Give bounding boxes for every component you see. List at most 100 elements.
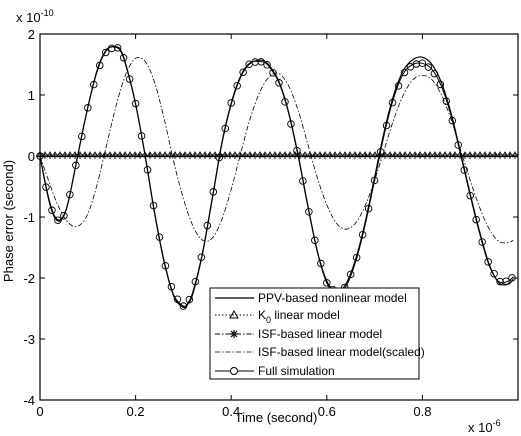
full-sim-circle-marker xyxy=(287,120,295,128)
full-sim-circle-marker xyxy=(323,279,331,287)
y-axis-label: Phase error (second) xyxy=(1,160,16,282)
full-sim-circle-marker xyxy=(185,295,194,304)
y-tick-label: -2 xyxy=(23,271,35,286)
full-sim-circle-marker xyxy=(78,132,86,141)
full-sim-circle-marker xyxy=(358,230,367,239)
legend-label-k0: K0 linear model xyxy=(258,308,340,325)
full-sim-circle-marker xyxy=(167,282,176,291)
circle-marker-icon xyxy=(230,367,238,375)
full-sim-circle-marker xyxy=(496,277,504,286)
legend-item-isf: ISF-based linear model xyxy=(215,327,382,341)
full-sim-circle-marker xyxy=(197,253,206,262)
series-line-3 xyxy=(39,57,514,244)
full-sim-circle-marker xyxy=(203,221,212,230)
legend-label-isf-scaled: ISF-based linear model(scaled) xyxy=(258,345,425,359)
full-sim-circle-marker xyxy=(257,58,265,66)
full-sim-circle-marker xyxy=(412,60,421,68)
full-sim-circle-marker xyxy=(352,253,361,262)
legend-label-full-sim: Full simulation xyxy=(258,364,335,378)
full-sim-circle-marker xyxy=(281,98,289,106)
full-sim-circle-marker xyxy=(143,165,152,174)
full-sim-circle-marker xyxy=(215,153,223,162)
full-sim-circle-marker xyxy=(448,116,457,125)
full-sim-circle-marker xyxy=(263,61,271,69)
x-tick-label: 0.8 xyxy=(413,404,431,419)
full-sim-circle-marker xyxy=(149,201,158,210)
full-sim-circle-marker xyxy=(84,104,92,112)
full-sim-circle-marker xyxy=(293,146,301,155)
y-exponent-label: x 10-10 xyxy=(16,8,54,25)
full-sim-circle-marker xyxy=(113,44,122,52)
full-sim-circle-marker xyxy=(54,216,62,224)
star-marker-icon xyxy=(230,330,238,338)
full-sim-circle-marker xyxy=(42,183,50,191)
legend-item-isf-scaled: ISF-based linear model(scaled) xyxy=(215,345,425,359)
full-sim-circle-marker xyxy=(478,238,486,246)
y-tick-label: 1 xyxy=(28,88,35,103)
ticks: -4 -3 -2 -1 0 1 2 0 0.2 0.4 0.6 0.8 xyxy=(23,27,518,419)
plot-lines xyxy=(36,44,519,310)
x-tick-label: 0.4 xyxy=(222,404,240,419)
triangle-marker-icon xyxy=(229,309,239,319)
full-sim-circle-marker xyxy=(60,212,68,220)
full-sim-circle-marker xyxy=(48,206,56,215)
full-sim-circle-marker xyxy=(251,58,259,66)
full-sim-circle-marker xyxy=(370,176,379,185)
full-sim-circle-marker xyxy=(376,148,385,156)
full-sim-circle-marker xyxy=(72,161,80,170)
full-sim-circle-marker xyxy=(179,302,188,310)
full-sim-circle-marker xyxy=(137,132,146,140)
y-tick-label: 0 xyxy=(28,149,35,164)
full-sim-circle-marker xyxy=(311,236,319,245)
legend-label-ppv: PPV-based nonlinear model xyxy=(258,291,407,305)
full-sim-circle-marker xyxy=(239,68,247,77)
full-sim-circle-marker xyxy=(406,63,415,71)
y-tick-label: -1 xyxy=(23,210,35,225)
full-sim-circle-marker xyxy=(460,166,468,174)
full-sim-circle-marker xyxy=(299,177,307,185)
series-line-4 xyxy=(39,46,514,307)
x-exponent-label: x 10-6 xyxy=(468,418,501,435)
full-sim-circle-marker xyxy=(161,261,170,270)
full-sim-circle-marker xyxy=(442,97,451,105)
full-sim-circle-marker xyxy=(66,190,74,199)
full-sim-circle-marker xyxy=(221,124,229,133)
full-sim-circle-marker xyxy=(317,259,325,268)
legend-item-full-sim: Full simulation xyxy=(215,364,335,378)
full-sim-circle-marker xyxy=(209,188,218,196)
full-sim-circle-marker xyxy=(400,68,409,77)
full-sim-circle-marker xyxy=(173,295,182,303)
full-sim-circle-marker xyxy=(418,59,427,68)
x-axis-label: Time (second) xyxy=(235,410,318,425)
full-sim-circle-marker xyxy=(233,82,241,90)
full-sim-circle-marker xyxy=(191,277,200,286)
full-sim-circle-marker xyxy=(95,61,104,70)
full-sim-circle-marker xyxy=(125,75,134,83)
full-sim-circle-marker xyxy=(364,204,373,213)
full-sim-circle-marker xyxy=(305,207,313,216)
y-tick-label: -3 xyxy=(23,332,35,347)
x-tick-label: 0.2 xyxy=(127,404,145,419)
full-sim-circle-marker xyxy=(388,98,397,107)
full-sim-circle-marker xyxy=(155,233,164,241)
full-sim-circle-marker xyxy=(394,82,403,90)
legend: PPV-based nonlinear model K0 linear mode… xyxy=(209,287,425,380)
full-sim-circle-marker xyxy=(502,277,510,285)
x-tick-label: 0 xyxy=(36,404,43,419)
full-sim-circle-marker xyxy=(424,63,433,71)
legend-item-k0: K0 linear model xyxy=(215,308,340,325)
y-tick-label: 2 xyxy=(28,27,35,42)
full-sim-circle-marker xyxy=(90,80,98,89)
full-sim-circle-marker xyxy=(131,99,140,108)
x-tick-label: 0.6 xyxy=(318,404,336,419)
legend-label-isf: ISF-based linear model xyxy=(258,327,382,341)
full-sim-circle-marker xyxy=(269,69,277,77)
full-sim-circle-marker xyxy=(275,79,283,87)
full-sim-circle-marker xyxy=(454,141,463,149)
full-sim-circle-marker xyxy=(101,48,110,57)
full-sim-circle-marker xyxy=(119,54,128,62)
legend-item-ppv: PPV-based nonlinear model xyxy=(215,291,407,305)
y-tick-label: -4 xyxy=(23,393,35,408)
full-sim-circle-marker xyxy=(227,99,235,107)
